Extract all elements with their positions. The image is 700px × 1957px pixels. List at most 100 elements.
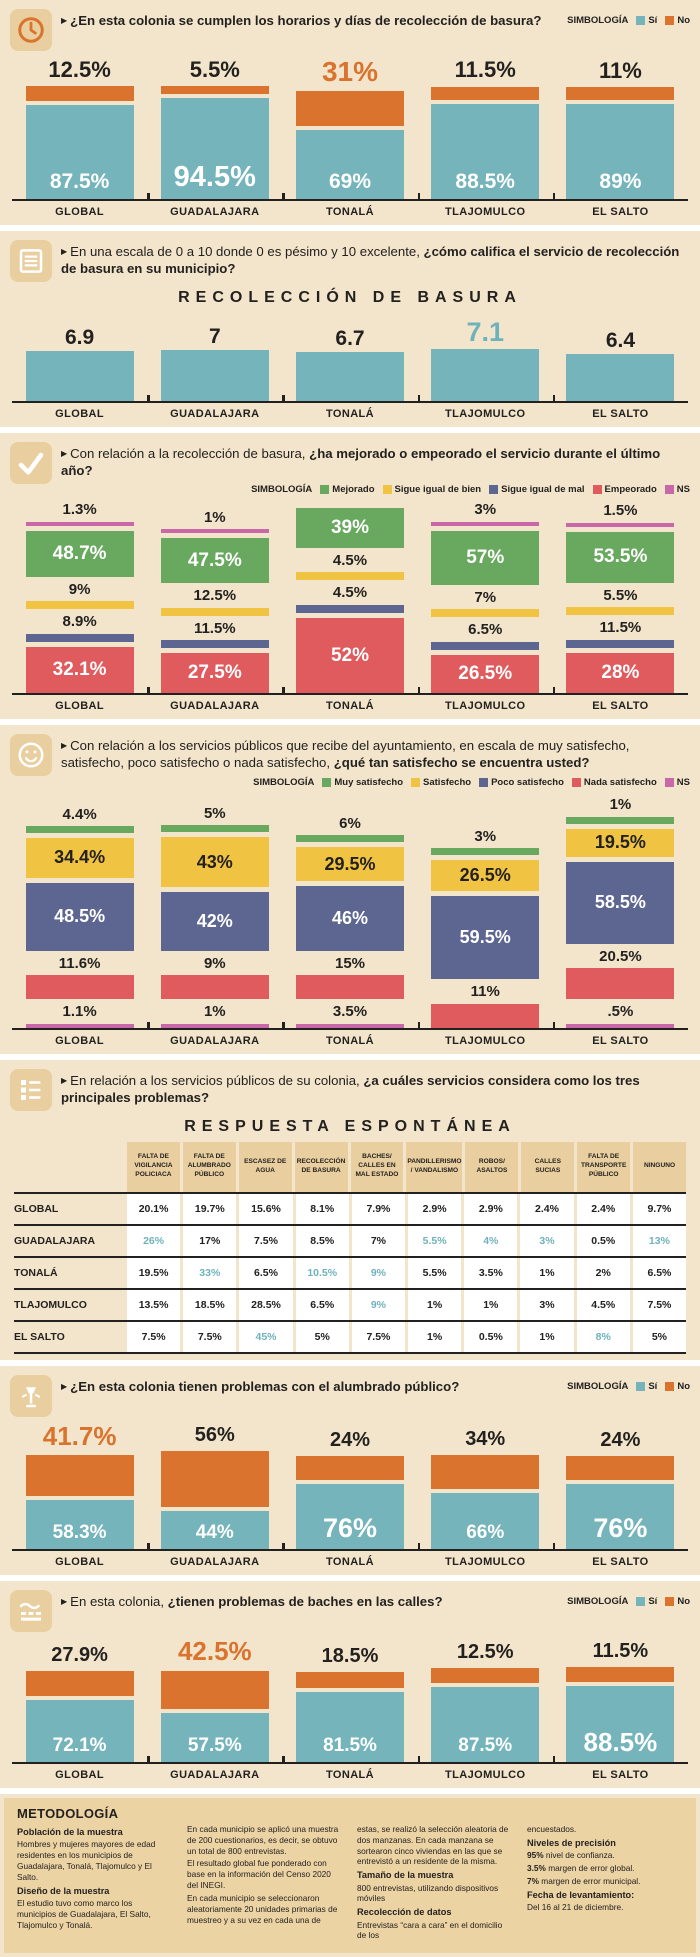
stacked-chart-mejora: 1.3% 48.7% 9% 8.9% 32.1% 1% 47.5% 12.5% 11.5% 27.… bbox=[10, 501, 690, 715]
axis-tick bbox=[282, 1021, 285, 1030]
bar-column: 12.5% 87.5% bbox=[418, 1638, 553, 1762]
no-bar bbox=[25, 86, 134, 102]
table-cell: 1% bbox=[408, 1289, 462, 1320]
segment-bar-nada-satisfecho bbox=[160, 975, 269, 1000]
category-label: TONALÁ bbox=[325, 408, 375, 420]
category-label: TONALÁ bbox=[325, 1034, 375, 1047]
category-label: GUADALAJARA bbox=[170, 1555, 260, 1568]
table-row: TONALÁ 19.5% 33% 6.5% 10.5% 9% 5.5% 3.5% 1% 2% 6.5… bbox=[14, 1255, 687, 1288]
no-value-label: 41.7% bbox=[42, 1420, 117, 1451]
row-label: GLOBAL bbox=[14, 1202, 59, 1215]
legend-label: NS bbox=[676, 484, 690, 496]
bar-column: 27.9% 72.1% bbox=[12, 1638, 147, 1762]
no-value-label: 11.5% bbox=[454, 57, 516, 83]
stack-column: 1% 19.5% 58.5% 20.5% .5% bbox=[553, 794, 688, 1028]
x-axis bbox=[12, 193, 688, 201]
table-title: RESPUESTA ESPONTÁNEA bbox=[184, 1117, 516, 1135]
category-label: TONALÁ bbox=[325, 700, 375, 713]
si-bar: 76% bbox=[295, 1484, 405, 1549]
si-value-label: 44% bbox=[195, 1521, 234, 1543]
segment-value-label-sigue-igual-de-mal: 11.5% bbox=[599, 619, 642, 637]
row-label: EL SALTO bbox=[14, 1330, 65, 1343]
category-labels: GLOBAL GUADALAJARA TONALÁ TLAJOMULCO EL SALT… bbox=[10, 403, 690, 423]
segment-bar-sigue-igual-de-mal bbox=[431, 641, 540, 650]
row-label: TLAJOMULCO bbox=[14, 1298, 87, 1311]
si-value-label: 76% bbox=[322, 1512, 378, 1543]
segment-value-label-sigue-igual-de-bien: 12.5% bbox=[193, 587, 237, 605]
no-bar bbox=[566, 1456, 675, 1481]
si-bar: 94.5% bbox=[160, 97, 269, 199]
category-label: GUADALAJARA bbox=[170, 1034, 260, 1047]
segment-bar-ns bbox=[431, 521, 540, 526]
segment-bar-satisfecho: 19.5% bbox=[566, 828, 675, 857]
segment-value-label-sigue-igual-de-bien: 4.5% bbox=[332, 551, 368, 569]
si-value-label: 57.5% bbox=[187, 1734, 242, 1756]
segment-value-label-nada-satisfecho: 11% bbox=[470, 983, 500, 1001]
stack-column: 4.4% 34.4% 48.5% 11.6% 1.1% bbox=[12, 794, 147, 1028]
question-bold: ¿qué tan satisfecho se encuentra usted? bbox=[333, 755, 590, 771]
no-value-label: 12.5% bbox=[456, 1641, 514, 1664]
table-cell: 4% bbox=[464, 1225, 518, 1256]
table-cell: 7.5% bbox=[239, 1225, 293, 1256]
value-label: 6.7 bbox=[335, 327, 365, 351]
segment-bar-muy-satisfecho bbox=[295, 835, 405, 843]
question-header: ▶ Con relación a los servicios públicos q… bbox=[10, 734, 690, 788]
category-label: TONALÁ bbox=[325, 1555, 375, 1568]
legend-label: Sigue igual de mal bbox=[501, 484, 585, 496]
segment-inner-label: 27.5% bbox=[187, 662, 242, 684]
bar-column: 11.5% 88.5% bbox=[553, 1638, 688, 1762]
bar-columns: 12.5% 87.5% 5.5% 94.5% 31% 69% 11.5% 88.5% 11% 89… bbox=[10, 57, 690, 199]
question-pre: En relación a los servicios públicos de … bbox=[70, 1072, 364, 1088]
si-value-label: 76% bbox=[593, 1512, 648, 1543]
segment-value-label-ns: 1.1% bbox=[62, 1003, 97, 1021]
question-bold: ¿a cuáles servicios considera como los t… bbox=[61, 1072, 640, 1105]
no-bar bbox=[295, 1456, 405, 1481]
methodology-text: En cada municipio se seleccionaron aleat… bbox=[187, 1893, 338, 1926]
axis-tick bbox=[417, 1755, 421, 1764]
rating-bar bbox=[160, 349, 269, 401]
table-cell: 28.5% bbox=[239, 1289, 293, 1320]
clock-icon bbox=[10, 9, 52, 51]
question-header: ▶ ¿En esta colonia se cumplen los horario… bbox=[10, 9, 690, 51]
methodology-text: encuestados. bbox=[527, 1823, 577, 1834]
category-label: GLOBAL bbox=[55, 1034, 105, 1047]
section-baches: ▶ En esta colonia, ¿tienen problemas de b… bbox=[0, 1580, 700, 1788]
table-cell: 2.4% bbox=[576, 1193, 630, 1224]
segment-value-label-sigue-igual-de-mal: 11.5% bbox=[193, 619, 236, 637]
segment-value-label-ns: 3.5% bbox=[332, 1003, 368, 1021]
column-header: PANDILLERISMO / VANDALISMO bbox=[406, 1141, 463, 1192]
legend-item: Satisfecho bbox=[411, 777, 471, 788]
no-value-label: 12.5% bbox=[48, 57, 111, 83]
no-bar bbox=[431, 1454, 540, 1489]
table-cell: 5% bbox=[295, 1321, 349, 1352]
category-label: GUADALAJARA bbox=[170, 408, 260, 420]
legend-swatch bbox=[322, 777, 332, 787]
segment-value-label-sigue-igual-de-mal: 6.5% bbox=[468, 621, 503, 639]
category-label: GUADALAJARA bbox=[170, 206, 260, 218]
category-label: GLOBAL bbox=[55, 408, 105, 420]
bar-column: 34% 66% bbox=[418, 1423, 553, 1549]
no-value-label: 56% bbox=[194, 1424, 235, 1447]
si-bar: 44% bbox=[160, 1511, 269, 1549]
no-bar bbox=[25, 1671, 134, 1697]
methodology-subheading: Tamaño de la muestra bbox=[357, 1870, 454, 1881]
segment-value-label-ns: 1.3% bbox=[62, 501, 97, 519]
si-bar: 58.3% bbox=[25, 1499, 134, 1549]
table-corner-cell bbox=[14, 1142, 124, 1192]
legend-item: Sigue igual de mal bbox=[489, 484, 585, 496]
axis-tick bbox=[147, 1021, 150, 1030]
column-header: FALTA DE VIGILANCIA POLICIACA bbox=[127, 1141, 180, 1192]
table-cell: 8% bbox=[576, 1321, 630, 1352]
no-value-label: 24% bbox=[600, 1429, 641, 1452]
table-cell: 7% bbox=[351, 1225, 406, 1256]
bullet-marker: ▶ bbox=[61, 1075, 68, 1085]
question-bold: ¿ha mejorado o empeorado el servicio dur… bbox=[61, 446, 661, 479]
bar-column: 7 bbox=[147, 313, 282, 401]
legend: SIMBOLOGÍA Mejorado Sigue igual de bien Sig… bbox=[61, 479, 690, 495]
category-labels: GLOBAL GUADALAJARA TONALÁ TLAJOMULCO EL SALT… bbox=[10, 695, 690, 715]
table-cell: 1% bbox=[408, 1321, 462, 1352]
methodology-text: 800 entrevistas, utilizando dispositivos… bbox=[357, 1882, 499, 1904]
value-label: 7.1 bbox=[466, 317, 504, 348]
stack-column: 39% 4.5% 4.5% 52% bbox=[282, 501, 417, 694]
table-row: TLAJOMULCO 13.5% 18.5% 28.5% 6.5% 9% 1% 1% 3% 4.5… bbox=[14, 1287, 687, 1320]
